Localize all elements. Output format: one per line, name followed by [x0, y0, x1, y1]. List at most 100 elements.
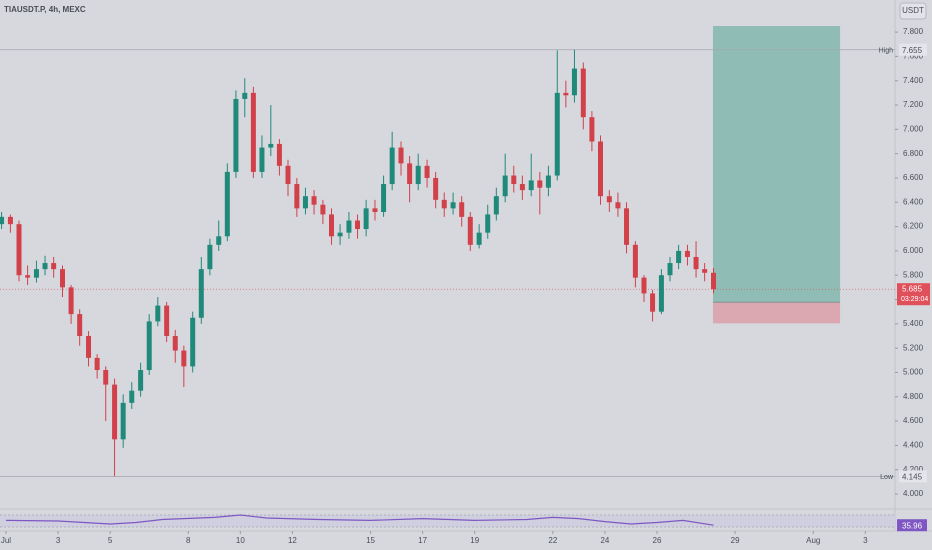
indicator-band [0, 515, 895, 527]
y-tick-label: 6.600 [903, 173, 924, 182]
candle-body [433, 177, 439, 200]
x-tick-label: 24 [600, 536, 609, 545]
x-tick-label: Aug [806, 536, 820, 545]
y-tick-label: 5.000 [903, 368, 924, 377]
candle-body [467, 216, 473, 245]
candle-body [337, 232, 343, 237]
extreme-box [899, 470, 927, 483]
candle-body [485, 214, 491, 233]
candle-body [545, 175, 551, 188]
candle-body [355, 220, 361, 230]
last-price-countdown: 03:29:04 [901, 296, 928, 303]
candle-body [77, 314, 83, 336]
candle-body [693, 256, 699, 270]
candle-body [294, 184, 300, 209]
candle-body [112, 384, 118, 440]
candle-body [164, 305, 170, 336]
indicator-line [5, 514, 714, 526]
y-tick-label: 5.800 [903, 270, 924, 279]
candle-body [138, 370, 144, 391]
candle-body [311, 196, 317, 205]
y-tick-label: 7.800 [903, 27, 924, 36]
candle-body [250, 92, 256, 172]
y-tick-label: 6.800 [903, 149, 924, 158]
candle-body [0, 216, 5, 225]
last-price-box [897, 283, 930, 306]
candle-body [519, 184, 525, 191]
candle-body [181, 350, 187, 367]
extreme-name: Low [880, 474, 894, 481]
candle-body [589, 117, 595, 142]
candle-body [528, 180, 534, 191]
candle-body [684, 250, 690, 257]
candle-body [389, 147, 395, 185]
candle-body [51, 263, 57, 270]
candle-body [381, 184, 387, 213]
candle-body [42, 263, 48, 270]
indicator-last-value: 35.96 [902, 521, 923, 530]
symbol-title: TIAUSDT.P, 4h, MEXC [4, 5, 86, 14]
candle-body [606, 196, 612, 203]
y-tick-label: 4.600 [903, 416, 924, 425]
x-tick-label: 10 [236, 536, 245, 545]
candle-body [597, 141, 603, 197]
candle-body [216, 236, 222, 245]
x-tick-label: 19 [470, 536, 479, 545]
extreme-box [899, 43, 927, 56]
candle-body [207, 244, 213, 270]
candle-body [441, 199, 447, 209]
candle-body [259, 147, 265, 172]
candle-body [120, 402, 126, 440]
candle-body [459, 202, 465, 217]
y-tick-label: 7.400 [903, 76, 924, 85]
candle-body [511, 175, 517, 185]
candle-body [146, 321, 152, 371]
currency-label[interactable]: USDT [902, 6, 924, 15]
candle-body [16, 224, 22, 276]
x-tick-label: 26 [653, 536, 662, 545]
candle-body [650, 293, 656, 312]
y-tick-label: 4.800 [903, 392, 924, 401]
extreme-value: 4.145 [902, 473, 923, 482]
candle-body [363, 208, 369, 230]
candle-body [276, 143, 282, 166]
y-tick-label: 5.200 [903, 343, 924, 352]
candle-body [615, 202, 621, 209]
candle-body [502, 175, 508, 197]
candle-body [59, 269, 65, 288]
candle-body [320, 204, 326, 215]
candle-body [328, 214, 334, 237]
candle-body [198, 269, 204, 318]
y-tick-label: 7.600 [903, 52, 924, 61]
candle-body [372, 208, 378, 213]
y-tick-label: 7.200 [903, 100, 924, 109]
y-tick-label: 6.200 [903, 222, 924, 231]
candle-body [172, 335, 178, 351]
candle-body [155, 305, 161, 322]
y-tick-label: 4.200 [903, 465, 924, 474]
candle-body [86, 335, 92, 358]
candle-body [580, 68, 586, 118]
candle-body [658, 275, 664, 312]
candle-body [190, 317, 196, 367]
candle-body [302, 196, 308, 209]
candle-body [25, 275, 31, 278]
candle-body [224, 171, 230, 237]
position-stop [712, 302, 841, 324]
candle-body [632, 244, 638, 278]
candle-body [554, 92, 560, 176]
currency-button[interactable] [899, 2, 927, 20]
candle-body [641, 277, 647, 294]
indicator-last-box [897, 519, 927, 532]
candle-body [268, 143, 274, 148]
candle-body [476, 232, 482, 245]
candle-body [711, 272, 717, 290]
x-tick-label: 3 [56, 536, 61, 545]
candle-body [415, 165, 421, 185]
x-tick-label: 17 [418, 536, 427, 545]
candle-body [7, 216, 13, 225]
x-tick-label: 5 [108, 536, 113, 545]
x-tick-label: 22 [548, 536, 557, 545]
candle-body [285, 165, 291, 185]
